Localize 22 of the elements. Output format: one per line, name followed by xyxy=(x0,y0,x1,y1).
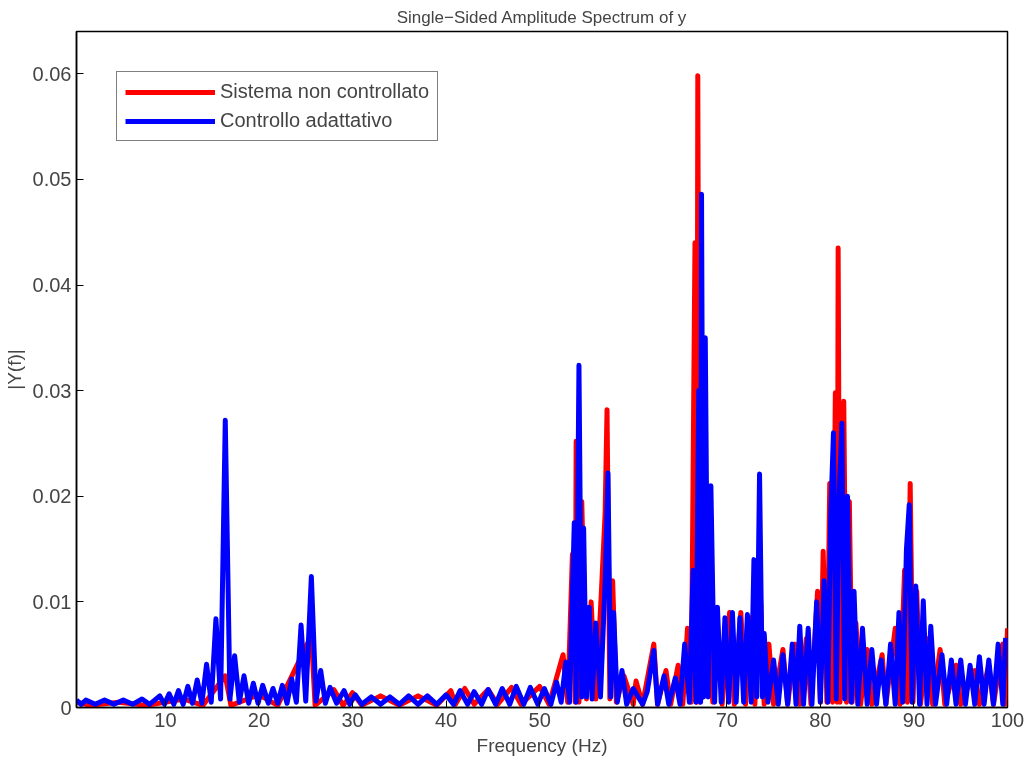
x-tick-label: 70 xyxy=(715,708,738,731)
x-tick-label: 30 xyxy=(341,708,364,731)
x-tick-label: 80 xyxy=(809,708,832,731)
x-axis-title: Frequency (Hz) xyxy=(476,734,608,756)
x-tick-label: 60 xyxy=(622,708,645,731)
legend-label: Controllo adattativo xyxy=(220,109,393,132)
x-tick-label: 20 xyxy=(247,708,271,731)
legend-label: Sistema non controllato xyxy=(220,80,430,103)
x-tick-label: 50 xyxy=(528,708,551,731)
y-tick-label: 0 xyxy=(60,696,72,719)
y-tick-label: 0.06 xyxy=(32,62,72,85)
y-tick-label: 0.03 xyxy=(32,379,72,402)
y-tick-label: 0.04 xyxy=(32,274,72,296)
y-axis-title: |Y(f)| xyxy=(3,349,25,390)
y-tick-label: 0.02 xyxy=(32,485,72,508)
x-tick-label: 10 xyxy=(154,708,177,731)
x-tick-label: 90 xyxy=(902,708,926,731)
x-tick-label: 40 xyxy=(434,708,458,731)
y-tick-label: 0.01 xyxy=(32,590,72,613)
y-tick-label: 0.05 xyxy=(32,168,72,191)
x-tick-label: 100 xyxy=(990,708,1025,731)
chart-title: Single−Sided Amplitude Spectrum of y xyxy=(396,7,687,27)
